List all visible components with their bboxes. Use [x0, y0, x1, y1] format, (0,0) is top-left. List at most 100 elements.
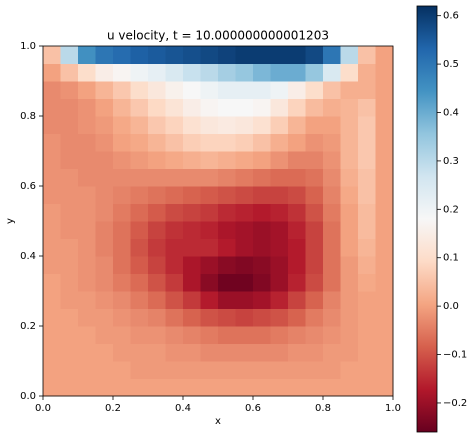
heatmap-cell — [78, 308, 97, 327]
heatmap-cell — [95, 63, 114, 82]
heatmap-cell — [78, 63, 97, 82]
heatmap-cell — [235, 378, 254, 397]
heatmap-cell — [78, 186, 97, 205]
heatmap-cell — [148, 238, 167, 257]
heatmap-cell — [95, 186, 114, 205]
heatmap-cell — [200, 46, 219, 65]
heatmap-cell — [323, 98, 342, 117]
heatmap-cell — [358, 46, 377, 65]
heatmap-cell — [43, 291, 62, 310]
heatmap-cell — [130, 63, 149, 82]
colorbar-tick-label: 0.2 — [443, 204, 459, 215]
heatmap-cell — [113, 238, 132, 257]
colorbar-tick-label: 0.1 — [443, 253, 459, 264]
x-tick-label: 0.4 — [175, 403, 191, 414]
heatmap-cell — [323, 308, 342, 327]
heatmap-cell — [270, 361, 289, 380]
heatmap-cell — [218, 343, 237, 362]
heatmap-cell — [78, 81, 97, 100]
heatmap-cell — [323, 203, 342, 222]
heatmap-cell — [305, 378, 324, 397]
heatmap-cell — [148, 308, 167, 327]
heatmap-cell — [358, 273, 377, 292]
heatmap-cell — [358, 256, 377, 275]
heatmap-cell — [183, 256, 202, 275]
colorbar-tick-label: 0.5 — [443, 59, 459, 70]
heatmap-cell — [288, 168, 307, 187]
heatmap-cell — [340, 238, 359, 257]
heatmap-cell — [305, 203, 324, 222]
heatmap-cell — [235, 186, 254, 205]
chart-title: u velocity, t = 10.000000000001203 — [107, 29, 329, 43]
heatmap-cell — [148, 98, 167, 117]
heatmap-cell — [43, 116, 62, 135]
heatmap-cell — [148, 151, 167, 170]
heatmap-cell — [95, 203, 114, 222]
heatmap-cell — [218, 81, 237, 100]
heatmap-cell — [235, 308, 254, 327]
heatmap-cell — [113, 343, 132, 362]
heatmap-cell — [270, 221, 289, 240]
heatmap-cell — [78, 256, 97, 275]
heatmap-cell — [43, 361, 62, 380]
heatmap-cell — [218, 221, 237, 240]
heatmap-cell — [235, 46, 254, 65]
heatmap-cell — [235, 151, 254, 170]
heatmap-cell — [305, 116, 324, 135]
heatmap-cell — [270, 378, 289, 397]
heatmap-cell — [235, 63, 254, 82]
heatmap-cell — [130, 343, 149, 362]
x-tick-label: 0.0 — [35, 403, 51, 414]
heatmap-cell — [60, 133, 79, 152]
heatmap-cell — [113, 326, 132, 345]
heatmap-cell — [183, 221, 202, 240]
heatmap-cell — [165, 98, 184, 117]
heatmap-cell — [183, 151, 202, 170]
heatmap-cell — [165, 168, 184, 187]
heatmap-cell — [60, 151, 79, 170]
heatmap-cell — [358, 326, 377, 345]
heatmap-cell — [288, 326, 307, 345]
heatmap-cell — [148, 186, 167, 205]
heatmap-cell — [43, 221, 62, 240]
heatmap-cell — [43, 378, 62, 397]
heatmap-cell — [113, 46, 132, 65]
heatmap-cell — [165, 133, 184, 152]
heatmap-cell — [165, 116, 184, 135]
heatmap-cell — [183, 116, 202, 135]
heatmap-cell — [375, 291, 394, 310]
heatmap-cell — [218, 151, 237, 170]
y-tick-label: 0.8 — [20, 111, 36, 122]
heatmap-cell — [288, 361, 307, 380]
heatmap-cell — [130, 256, 149, 275]
heatmap-cell — [358, 116, 377, 135]
heatmap-cell — [323, 361, 342, 380]
heatmap-cell — [165, 326, 184, 345]
heatmap-cell — [323, 343, 342, 362]
heatmap-cell — [270, 203, 289, 222]
heatmap-cell — [78, 203, 97, 222]
heatmap-cell — [95, 81, 114, 100]
heatmap-cell — [200, 291, 219, 310]
heatmap-cell — [375, 361, 394, 380]
heatmap-cell — [60, 361, 79, 380]
heatmap-cell — [113, 361, 132, 380]
heatmap-cell — [375, 133, 394, 152]
heatmap-cell — [183, 343, 202, 362]
heatmap-cell — [95, 46, 114, 65]
heatmap-cell — [113, 116, 132, 135]
heatmap-cell — [218, 116, 237, 135]
heatmap-cell — [375, 343, 394, 362]
heatmap-cell — [270, 238, 289, 257]
heatmap-cell — [43, 326, 62, 345]
heatmap-cell — [288, 378, 307, 397]
heatmap-cell — [305, 326, 324, 345]
heatmap-cell — [78, 168, 97, 187]
heatmap-cell — [60, 168, 79, 187]
heatmap-cell — [218, 361, 237, 380]
heatmap-cell — [253, 186, 272, 205]
heatmap-cell — [78, 98, 97, 117]
heatmap-cell — [183, 326, 202, 345]
heatmap-cell — [148, 203, 167, 222]
